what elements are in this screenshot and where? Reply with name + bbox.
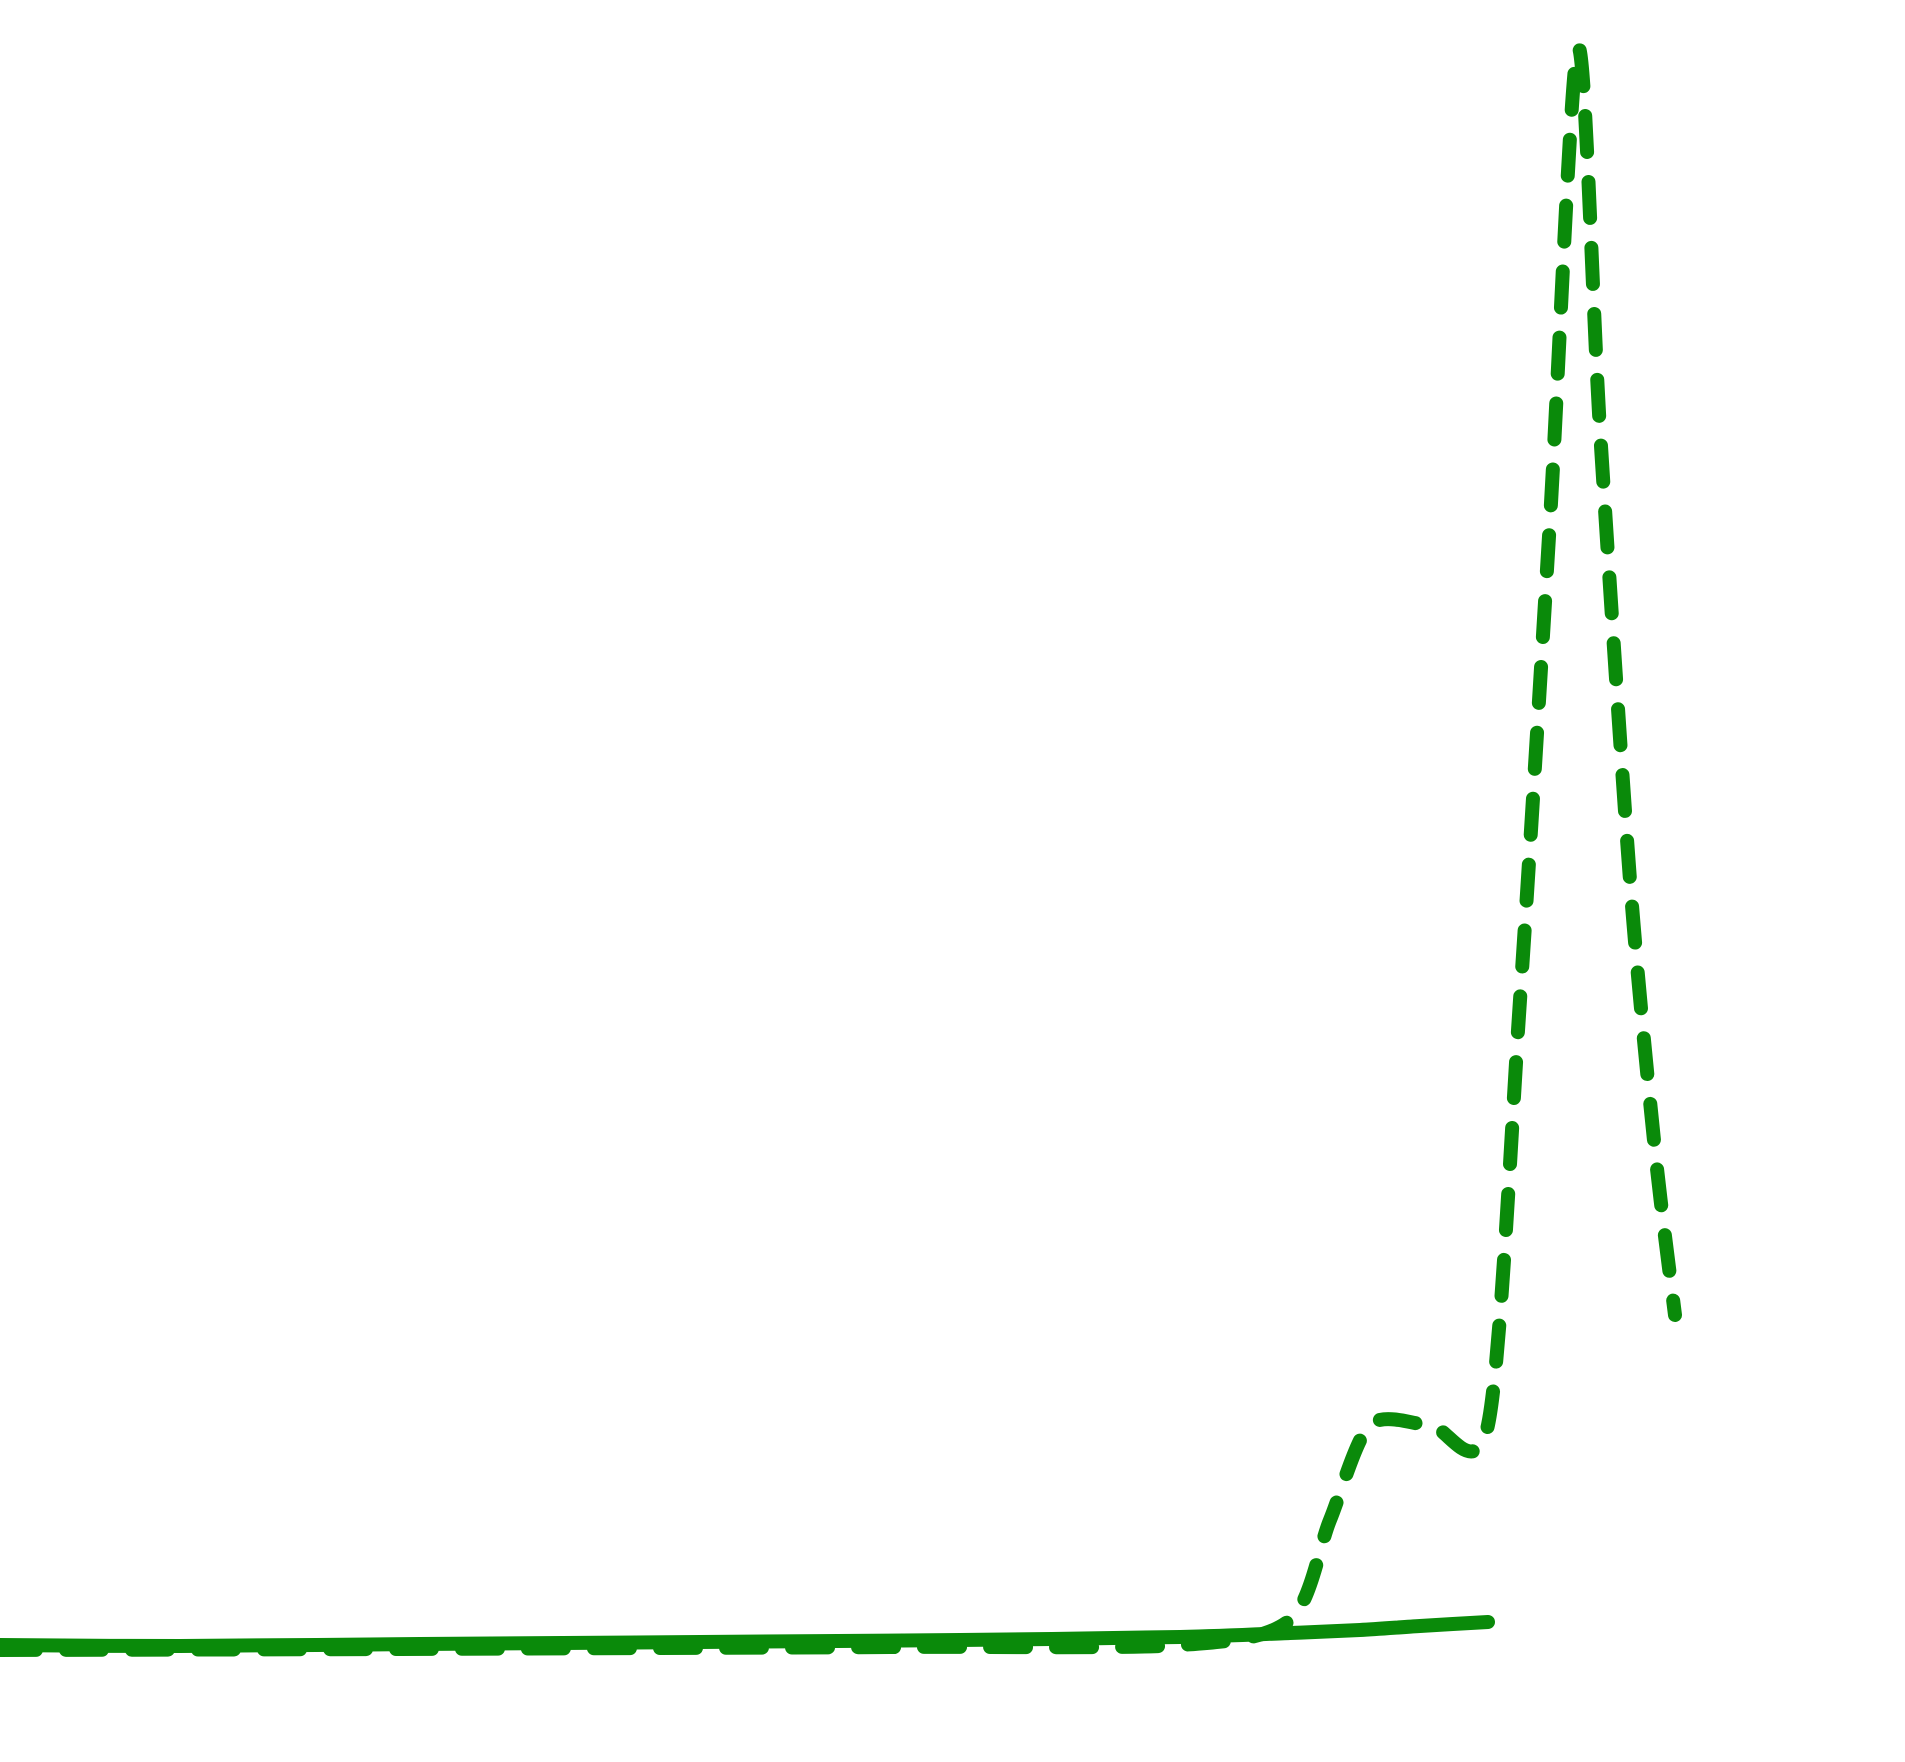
series-group [0, 40, 1682, 1657]
series-solid-baseline [0, 1615, 1495, 1654]
